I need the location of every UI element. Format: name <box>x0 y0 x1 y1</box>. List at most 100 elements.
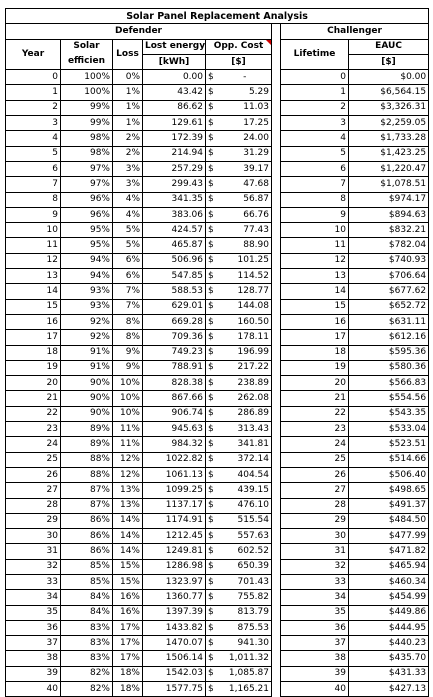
efficiency-cell[interactable]: 91% <box>60 359 113 377</box>
gap-cell[interactable] <box>271 146 281 162</box>
loss-cell[interactable]: 16% <box>112 589 143 606</box>
efficiency-cell[interactable]: 94% <box>60 268 113 285</box>
lifetime-cell[interactable]: 40 <box>280 681 349 697</box>
currency-symbol-cell[interactable]: $ <box>205 482 219 499</box>
lifetime-cell[interactable]: 31 <box>280 543 349 560</box>
year-cell[interactable]: 28 <box>5 497 61 514</box>
currency-symbol-cell[interactable]: $ <box>205 222 219 239</box>
opp-cost-cell[interactable]: 557.63 <box>218 528 272 545</box>
gap-cell[interactable] <box>271 513 281 529</box>
eauc-cell[interactable]: $612.16 <box>347 329 430 346</box>
gap-cell[interactable] <box>271 467 281 483</box>
year-cell[interactable]: 4 <box>5 130 61 147</box>
lifetime-header[interactable]: Lifetime <box>280 38 349 71</box>
gap-cell[interactable] <box>271 130 281 147</box>
lost-energy-cell[interactable]: 984.32 <box>142 436 206 453</box>
opp-cost-cell[interactable]: 196.99 <box>218 344 272 361</box>
year-cell[interactable]: 16 <box>5 313 61 331</box>
lifetime-cell[interactable]: 24 <box>280 436 349 453</box>
currency-symbol-cell[interactable]: $ <box>205 619 219 637</box>
lost-energy-cell[interactable]: 506.96 <box>142 252 206 270</box>
loss-cell[interactable]: 14% <box>112 543 143 560</box>
lost-energy-cell[interactable]: 1360.77 <box>142 589 206 606</box>
gap-cell[interactable] <box>271 360 281 376</box>
sheet-title[interactable]: Solar Panel Replacement Analysis <box>4 7 430 25</box>
loss-cell[interactable]: 8% <box>112 313 143 331</box>
efficiency-cell[interactable]: 85% <box>60 558 113 575</box>
loss-cell[interactable]: 11% <box>112 421 143 438</box>
lifetime-cell[interactable]: 29 <box>280 512 349 530</box>
gap-cell[interactable] <box>271 84 281 101</box>
year-cell[interactable]: 40 <box>5 681 61 697</box>
year-cell[interactable]: 38 <box>5 650 61 667</box>
year-cell[interactable]: 18 <box>5 344 61 361</box>
gap-cell[interactable] <box>271 681 281 697</box>
lost-energy-cell[interactable]: 945.63 <box>142 421 206 438</box>
loss-cell[interactable]: 14% <box>112 528 143 545</box>
eauc-cell[interactable]: $491.37 <box>347 497 430 514</box>
loss-cell[interactable]: 4% <box>112 191 143 208</box>
opp-cost-cell[interactable]: 941.30 <box>218 635 272 652</box>
gap-cell[interactable] <box>271 605 281 621</box>
gap-cell[interactable] <box>271 161 281 177</box>
efficiency-cell[interactable]: 88% <box>60 451 113 468</box>
eauc-cell[interactable]: $706.64 <box>347 268 430 285</box>
currency-symbol-cell[interactable]: $ <box>205 375 219 392</box>
currency-symbol-cell[interactable]: $ <box>205 466 219 484</box>
year-cell[interactable]: 0 <box>5 69 61 86</box>
lost-energy-cell[interactable]: 424.57 <box>142 222 206 239</box>
year-cell[interactable]: 36 <box>5 619 61 637</box>
eauc-cell[interactable]: $431.33 <box>347 665 430 683</box>
lost-energy-cell[interactable]: 257.29 <box>142 160 206 178</box>
lost-energy-cell[interactable]: 629.01 <box>142 298 206 315</box>
efficiency-cell[interactable]: 83% <box>60 650 113 667</box>
year-cell[interactable]: 3 <box>5 115 61 132</box>
lost-energy-cell[interactable]: 1249.81 <box>142 543 206 560</box>
currency-symbol-cell[interactable]: $ <box>205 298 219 315</box>
gap-cell[interactable] <box>271 115 281 131</box>
eauc-unit[interactable]: [$] <box>347 53 430 71</box>
gap-cell[interactable] <box>271 650 281 667</box>
loss-cell[interactable]: 11% <box>112 436 143 453</box>
year-header[interactable]: Year <box>5 38 61 71</box>
gap-cell[interactable] <box>271 345 281 361</box>
lost-energy-cell[interactable]: 1286.98 <box>142 558 206 575</box>
opp-cost-cell[interactable]: 875.53 <box>218 619 272 637</box>
efficiency-cell[interactable]: 90% <box>60 375 113 392</box>
eauc-cell[interactable]: $444.95 <box>347 619 430 637</box>
lifetime-cell[interactable]: 6 <box>280 160 349 178</box>
gap-cell[interactable] <box>271 176 281 193</box>
lost-energy-cell[interactable]: 788.91 <box>142 359 206 377</box>
opp-cost-cell[interactable]: 11.03 <box>218 99 272 117</box>
eauc-cell[interactable]: $506.40 <box>347 466 430 484</box>
opp-cost-cell[interactable]: 88.90 <box>218 237 272 254</box>
currency-symbol-cell[interactable]: $ <box>205 160 219 178</box>
lost-energy-cell[interactable]: 1099.25 <box>142 482 206 499</box>
gap-cell[interactable] <box>271 314 281 330</box>
currency-symbol-cell[interactable]: $ <box>205 145 219 162</box>
lost-energy-cell[interactable]: 1542.03 <box>142 665 206 683</box>
opp-cost-cell[interactable]: 47.68 <box>218 176 272 193</box>
eauc-cell[interactable]: $1,423.25 <box>347 145 430 162</box>
gap-cell[interactable] <box>271 222 281 238</box>
efficiency-cell[interactable]: 100% <box>60 69 113 86</box>
year-cell[interactable]: 23 <box>5 421 61 438</box>
lifetime-cell[interactable]: 16 <box>280 313 349 331</box>
lifetime-cell[interactable]: 25 <box>280 451 349 468</box>
lost-energy-cell[interactable]: 588.53 <box>142 283 206 300</box>
opp-cost-cell[interactable]: 238.89 <box>218 375 272 392</box>
opp-cost-cell[interactable]: 128.77 <box>218 283 272 300</box>
lost-energy-cell[interactable]: 1323.97 <box>142 573 206 591</box>
year-cell[interactable]: 37 <box>5 635 61 652</box>
lost-energy-cell[interactable]: 1506.14 <box>142 650 206 667</box>
lost-energy-cell[interactable]: 547.85 <box>142 268 206 285</box>
currency-symbol-cell[interactable]: $ <box>205 268 219 285</box>
lifetime-cell[interactable]: 34 <box>280 589 349 606</box>
efficiency-cell[interactable]: 97% <box>60 176 113 193</box>
loss-header[interactable]: Loss <box>112 38 143 71</box>
opp-cost-cell[interactable]: 404.54 <box>218 466 272 484</box>
efficiency-cell[interactable]: 82% <box>60 665 113 683</box>
year-cell[interactable]: 27 <box>5 482 61 499</box>
currency-symbol-cell[interactable]: $ <box>205 604 219 621</box>
lost-energy-cell[interactable]: 383.06 <box>142 206 206 224</box>
